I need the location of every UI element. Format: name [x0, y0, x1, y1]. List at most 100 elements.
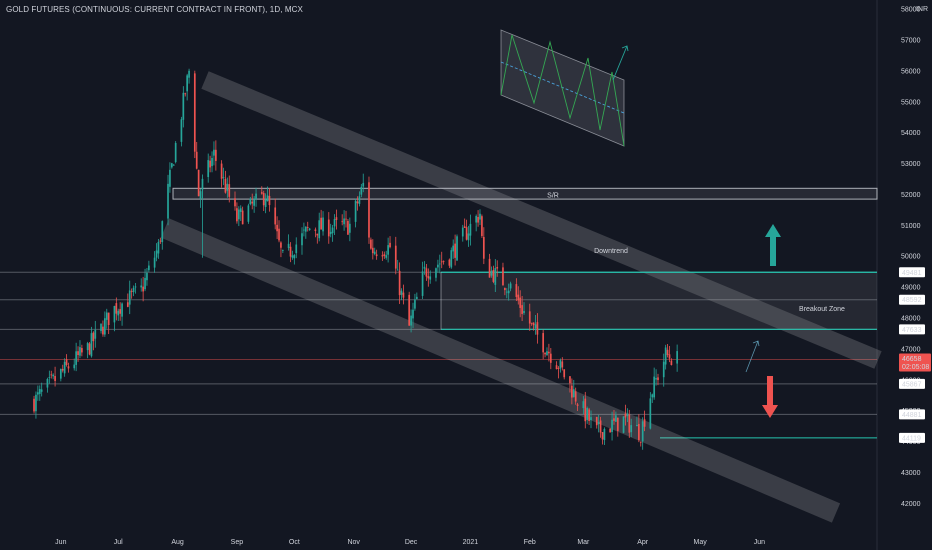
candle-body[interactable]	[282, 250, 284, 251]
candle-body[interactable]	[142, 286, 144, 292]
candle-body[interactable]	[226, 183, 229, 191]
candle-body[interactable]	[333, 219, 336, 227]
candle-body[interactable]	[126, 302, 129, 307]
price-label-box[interactable]	[899, 324, 925, 335]
candle-body[interactable]	[320, 217, 322, 230]
candle-body[interactable]	[662, 361, 665, 378]
candle-body[interactable]	[616, 417, 619, 431]
candle-body[interactable]	[649, 398, 652, 429]
candle-body[interactable]	[197, 169, 200, 197]
candle-body[interactable]	[454, 243, 456, 258]
candle-body[interactable]	[107, 312, 110, 325]
candle-body[interactable]	[557, 368, 560, 369]
candle-body[interactable]	[582, 401, 585, 409]
candle-body[interactable]	[148, 265, 150, 271]
candle-body[interactable]	[517, 294, 520, 301]
candle-body[interactable]	[442, 260, 445, 262]
candle-body[interactable]	[224, 178, 227, 193]
candle-body[interactable]	[622, 416, 625, 433]
candle-body[interactable]	[358, 196, 361, 204]
candle-body[interactable]	[626, 413, 629, 416]
candle-body[interactable]	[327, 219, 330, 237]
candle-body[interactable]	[241, 210, 244, 225]
candle-body[interactable]	[113, 305, 116, 323]
candle-body[interactable]	[167, 183, 169, 219]
candle-body[interactable]	[440, 261, 443, 263]
candle-body[interactable]	[490, 270, 493, 276]
candle-body[interactable]	[603, 428, 606, 441]
candle-body[interactable]	[611, 419, 613, 433]
candle-body[interactable]	[144, 277, 146, 290]
candle-body[interactable]	[280, 242, 282, 248]
price-label-box[interactable]	[899, 294, 925, 305]
candle-body[interactable]	[437, 264, 439, 268]
candle-body[interactable]	[146, 272, 148, 281]
candle-body[interactable]	[343, 218, 345, 225]
candle-body[interactable]	[79, 347, 81, 356]
candle-body[interactable]	[523, 310, 525, 314]
candle-body[interactable]	[228, 184, 231, 197]
candle-body[interactable]	[193, 73, 196, 152]
candle-body[interactable]	[130, 290, 133, 292]
candle-body[interactable]	[410, 315, 412, 326]
candle-body[interactable]	[494, 268, 497, 285]
candle-body[interactable]	[481, 216, 483, 237]
candle-body[interactable]	[613, 418, 615, 421]
candle-body[interactable]	[86, 342, 89, 351]
candle-body[interactable]	[195, 151, 198, 169]
candle-body[interactable]	[303, 229, 305, 231]
candle-body[interactable]	[215, 149, 217, 161]
candle-body[interactable]	[264, 199, 267, 207]
candle-body[interactable]	[496, 267, 499, 269]
candle-body[interactable]	[253, 199, 255, 206]
candle-body[interactable]	[153, 257, 156, 268]
candle-body[interactable]	[427, 276, 430, 279]
candle-body[interactable]	[475, 216, 478, 223]
price-label-box[interactable]	[899, 432, 925, 443]
candle-body[interactable]	[237, 209, 240, 220]
candle-body[interactable]	[664, 347, 667, 365]
candle-body[interactable]	[488, 258, 491, 278]
candle-body[interactable]	[450, 250, 453, 268]
candle-body[interactable]	[213, 149, 215, 156]
candle-body[interactable]	[630, 425, 633, 433]
candle-body[interactable]	[211, 158, 213, 167]
candle-body[interactable]	[262, 193, 265, 206]
candle-body[interactable]	[268, 195, 271, 206]
candle-body[interactable]	[666, 349, 669, 356]
candle-body[interactable]	[159, 240, 162, 242]
candle-body[interactable]	[33, 398, 35, 412]
candle-body[interactable]	[509, 283, 512, 289]
candle-body[interactable]	[590, 417, 592, 421]
candle-body[interactable]	[117, 310, 120, 316]
candle-body[interactable]	[40, 389, 43, 392]
candle-body[interactable]	[161, 221, 164, 243]
candle-body[interactable]	[186, 75, 189, 92]
candle-body[interactable]	[402, 292, 405, 298]
candle-body[interactable]	[571, 385, 573, 398]
candle-body[interactable]	[345, 218, 347, 220]
candle-body[interactable]	[316, 233, 319, 236]
price-label-box[interactable]	[899, 378, 925, 389]
candle-body[interactable]	[348, 223, 351, 233]
candle-body[interactable]	[576, 404, 579, 406]
candle-body[interactable]	[628, 414, 631, 433]
candle-body[interactable]	[636, 424, 638, 427]
candle-body[interactable]	[260, 192, 263, 194]
candle-body[interactable]	[169, 169, 171, 187]
candle-body[interactable]	[425, 268, 428, 277]
candle-body[interactable]	[88, 343, 91, 355]
candle-body[interactable]	[624, 413, 627, 418]
candle-body[interactable]	[563, 369, 566, 378]
candle-body[interactable]	[569, 376, 571, 384]
candle-body[interactable]	[609, 428, 611, 433]
candle-body[interactable]	[415, 296, 418, 300]
candle-body[interactable]	[467, 233, 470, 241]
candle-body[interactable]	[542, 333, 545, 353]
candle-body[interactable]	[67, 366, 70, 369]
candle-body[interactable]	[174, 142, 177, 163]
candle-body[interactable]	[81, 348, 83, 353]
candle-body[interactable]	[92, 332, 95, 342]
candle-body[interactable]	[381, 255, 384, 257]
candle-body[interactable]	[549, 353, 552, 363]
